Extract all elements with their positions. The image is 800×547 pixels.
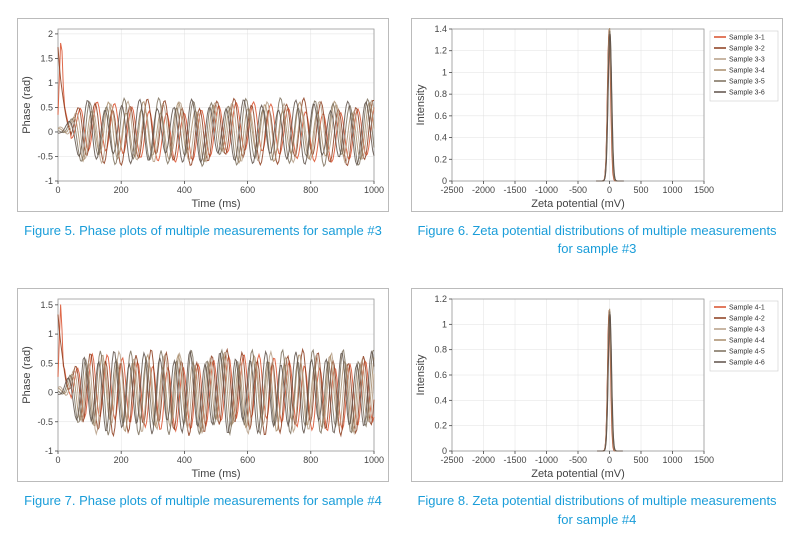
svg-text:0.8: 0.8 — [434, 89, 447, 99]
figure-5-chart: 0 200 400 600 800 1000 -1 -0.5 0 0.5 1 1.5 2 Time (ms… — [17, 18, 389, 212]
svg-text:1: 1 — [48, 78, 53, 88]
svg-text:400: 400 — [177, 185, 192, 195]
svg-text:1.4: 1.4 — [434, 24, 447, 34]
svg-text:800: 800 — [303, 185, 318, 195]
svg-text:0: 0 — [442, 446, 447, 456]
svg-text:0: 0 — [607, 185, 612, 195]
svg-text:Sample 4-5: Sample 4-5 — [729, 349, 765, 356]
svg-text:-0.5: -0.5 — [37, 151, 53, 161]
svg-text:1500: 1500 — [694, 455, 714, 465]
svg-text:0: 0 — [55, 185, 60, 195]
svg-text:800: 800 — [303, 455, 318, 465]
svg-text:Zeta potential (mV): Zeta potential (mV) — [531, 468, 625, 480]
svg-text:1500: 1500 — [694, 185, 714, 195]
svg-text:0.8: 0.8 — [434, 345, 447, 355]
svg-text:Sample 4-3: Sample 4-3 — [729, 327, 765, 334]
svg-text:-1500: -1500 — [503, 185, 526, 195]
svg-text:1: 1 — [48, 329, 53, 339]
svg-text:500: 500 — [633, 455, 648, 465]
svg-text:0: 0 — [442, 176, 447, 186]
figure-8-caption: Figure 8. Zeta potential distributions o… — [412, 492, 782, 528]
svg-text:1.2: 1.2 — [434, 294, 447, 304]
svg-text:-2000: -2000 — [472, 185, 495, 195]
svg-text:1.2: 1.2 — [434, 46, 447, 56]
svg-text:0.6: 0.6 — [434, 370, 447, 380]
svg-text:-2500: -2500 — [440, 185, 463, 195]
svg-text:0.4: 0.4 — [434, 133, 447, 143]
svg-text:Intensity: Intensity — [415, 84, 427, 125]
figure-6-chart: -2500 -2000 -1500 -1000 -500 0 500 1000 1500 0 0.2… — [411, 18, 783, 212]
svg-text:Sample 3-1: Sample 3-1 — [729, 35, 765, 42]
svg-text:Sample 3-5: Sample 3-5 — [729, 79, 765, 86]
svg-text:0: 0 — [55, 455, 60, 465]
svg-text:1000: 1000 — [364, 455, 384, 465]
svg-text:Sample 4-1: Sample 4-1 — [729, 305, 765, 312]
svg-text:600: 600 — [240, 185, 255, 195]
figure-8-cell: -2500 -2000 -1500 -1000 -500 0 500 1000 1500 0 0.2… — [412, 288, 782, 528]
svg-text:Sample 4-2: Sample 4-2 — [729, 316, 765, 323]
svg-text:-500: -500 — [569, 185, 587, 195]
svg-text:0: 0 — [607, 455, 612, 465]
figure-5-cell: 0 200 400 600 800 1000 -1 -0.5 0 0.5 1 1.5 2 Time (ms… — [18, 18, 388, 258]
svg-text:1000: 1000 — [364, 185, 384, 195]
figure-7-caption: Figure 7. Phase plots of multiple measur… — [24, 492, 382, 510]
svg-text:-1500: -1500 — [503, 455, 526, 465]
svg-text:Sample 3-2: Sample 3-2 — [729, 46, 765, 53]
figure-6-caption: Figure 6. Zeta potential distributions o… — [412, 222, 782, 258]
svg-text:Sample 4-6: Sample 4-6 — [729, 360, 765, 367]
svg-text:1: 1 — [442, 67, 447, 77]
svg-text:-1000: -1000 — [535, 455, 558, 465]
svg-text:Sample 3-3: Sample 3-3 — [729, 57, 765, 64]
svg-text:0: 0 — [48, 388, 53, 398]
svg-text:-2000: -2000 — [472, 455, 495, 465]
svg-text:Phase (rad): Phase (rad) — [21, 76, 33, 133]
svg-text:0.2: 0.2 — [434, 421, 447, 431]
figure-grid: 02004006008001000-1-0.500.511.52Time (ms… — [18, 18, 782, 529]
svg-text:0.5: 0.5 — [40, 102, 53, 112]
svg-text:Time (ms): Time (ms) — [191, 198, 240, 210]
figure-5-caption: Figure 5. Phase plots of multiple measur… — [24, 222, 382, 240]
svg-text:400: 400 — [177, 455, 192, 465]
svg-text:200: 200 — [114, 185, 129, 195]
svg-text:Time (ms): Time (ms) — [191, 468, 240, 480]
figure-6-cell: -2500 -2000 -1500 -1000 -500 0 500 1000 1500 0 0.2… — [412, 18, 782, 258]
figure-7-cell: 0 200 400 600 800 1000 -1 -0.5 0 0.5 1 1.5 Time (ms)… — [18, 288, 388, 528]
svg-text:Sample 3-4: Sample 3-4 — [729, 68, 765, 75]
svg-text:-1000: -1000 — [535, 185, 558, 195]
svg-text:0.6: 0.6 — [434, 111, 447, 121]
svg-text:-1: -1 — [45, 176, 53, 186]
svg-text:500: 500 — [633, 185, 648, 195]
svg-text:Sample 3-6: Sample 3-6 — [729, 90, 765, 97]
svg-text:200: 200 — [114, 455, 129, 465]
svg-text:1: 1 — [442, 320, 447, 330]
svg-text:-1: -1 — [45, 446, 53, 456]
svg-text:-500: -500 — [569, 455, 587, 465]
svg-text:Intensity: Intensity — [415, 354, 427, 395]
figure-7-chart: 0 200 400 600 800 1000 -1 -0.5 0 0.5 1 1.5 Time (ms)… — [17, 288, 389, 482]
svg-text:1.5: 1.5 — [40, 53, 53, 63]
svg-text:-0.5: -0.5 — [37, 417, 53, 427]
svg-text:-2500: -2500 — [440, 455, 463, 465]
svg-text:1000: 1000 — [662, 455, 682, 465]
svg-text:Zeta potential (mV): Zeta potential (mV) — [531, 198, 625, 210]
figure-8-chart: -2500 -2000 -1500 -1000 -500 0 500 1000 1500 0 0.2… — [411, 288, 783, 482]
svg-text:1000: 1000 — [662, 185, 682, 195]
svg-text:0.4: 0.4 — [434, 396, 447, 406]
svg-text:2: 2 — [48, 29, 53, 39]
svg-text:0.5: 0.5 — [40, 359, 53, 369]
svg-text:600: 600 — [240, 455, 255, 465]
svg-text:0.2: 0.2 — [434, 154, 447, 164]
svg-text:Sample 4-4: Sample 4-4 — [729, 338, 765, 345]
svg-text:0: 0 — [48, 127, 53, 137]
svg-text:1.5: 1.5 — [40, 300, 53, 310]
svg-text:Phase (rad): Phase (rad) — [21, 347, 33, 404]
